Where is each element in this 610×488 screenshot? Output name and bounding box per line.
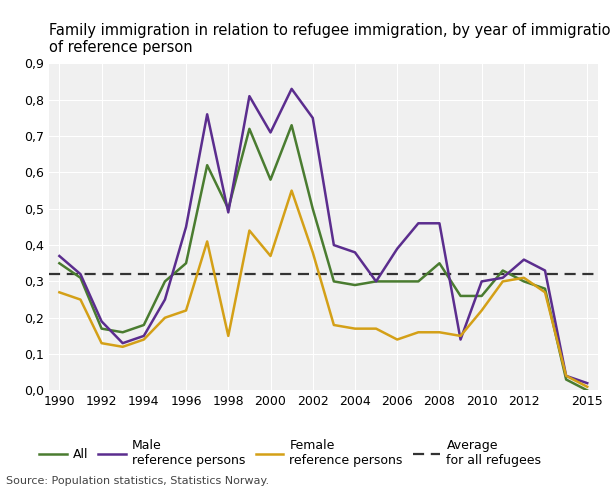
Text: Source: Population statistics, Statistics Norway.: Source: Population statistics, Statistic… (6, 476, 269, 486)
Legend: All, Male
reference persons, Female
reference persons, Average
for all refugees: All, Male reference persons, Female refe… (39, 439, 542, 467)
Text: Family immigration in relation to refugee immigration, by year of immigration
of: Family immigration in relation to refuge… (49, 23, 610, 55)
